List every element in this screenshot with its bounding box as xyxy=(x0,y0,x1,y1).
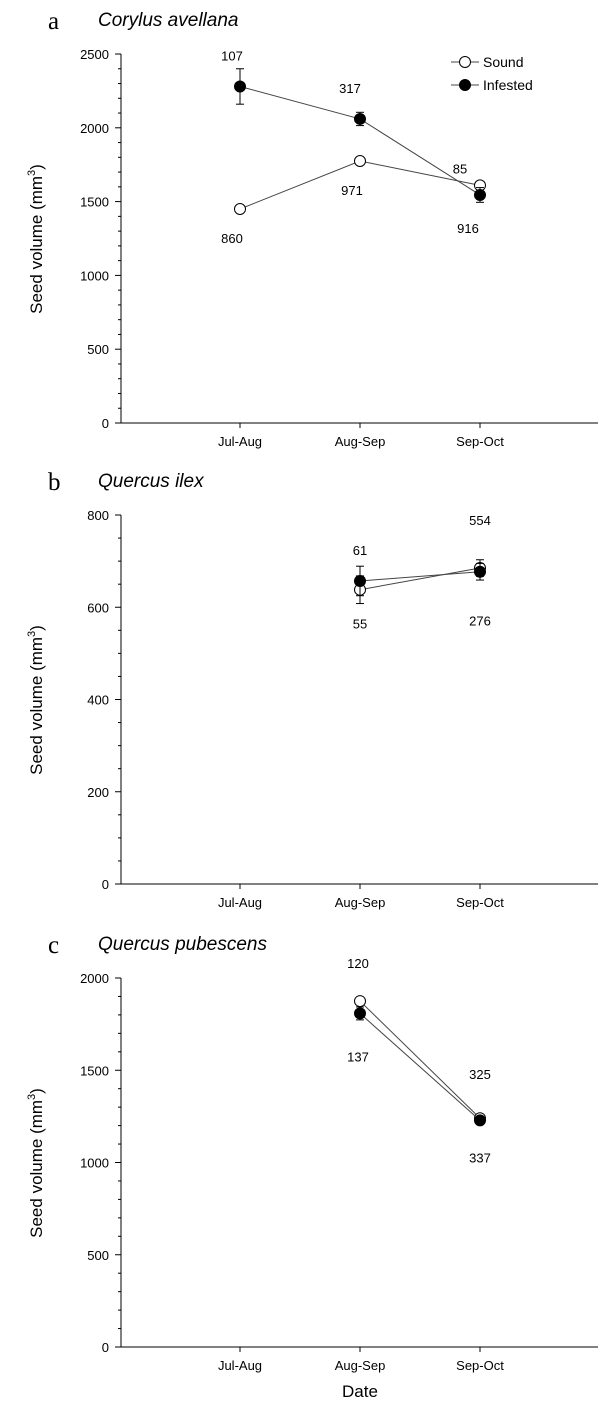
series-line-sound xyxy=(359,1000,481,1119)
data-point-sound xyxy=(354,155,366,168)
data-point-infested xyxy=(354,112,366,125)
sample-size-label: 971 xyxy=(341,183,363,198)
series-line-infested xyxy=(359,1013,481,1121)
panel-letter: c xyxy=(48,932,59,959)
x-tick-label: Sep-Oct xyxy=(456,895,504,910)
data-point-infested xyxy=(474,1114,486,1127)
data-point-sound xyxy=(354,995,366,1008)
data-point-infested xyxy=(474,565,486,578)
sample-size-label: 137 xyxy=(347,1049,369,1064)
x-tick-label: Jul-Aug xyxy=(218,895,262,910)
y-tick-label: 1500 xyxy=(80,195,109,210)
y-tick-label: 0 xyxy=(102,416,109,431)
legend-label-infested: Infested xyxy=(483,77,533,93)
y-tick-label: 2500 xyxy=(80,47,109,62)
series-line-infested xyxy=(359,571,481,582)
sample-size-label: 337 xyxy=(469,1150,491,1165)
panel-c: c Quercus pubescens 0 500 1000 1500 2000 Jul-Au… xyxy=(26,932,598,1401)
series-line-sound xyxy=(359,567,481,591)
panel-letter: a xyxy=(48,8,59,35)
sample-size-label: 85 xyxy=(453,161,467,176)
y-tick-label: 400 xyxy=(87,693,109,708)
panel-letter: b xyxy=(48,469,61,496)
y-tick-label: 1000 xyxy=(80,268,109,283)
legend: Sound Infested xyxy=(451,54,533,93)
y-tick-label: 500 xyxy=(87,342,109,357)
y-tick-label: 0 xyxy=(102,1340,109,1355)
panel-a: a Corylus avellana 0 500 1000 1500 2000 2500 Jul… xyxy=(26,8,598,449)
y-tick-label: 2000 xyxy=(80,121,109,136)
legend-marker-infested xyxy=(459,79,471,91)
y-tick-label: 1500 xyxy=(80,1063,109,1078)
x-tick-label: Aug-Sep xyxy=(335,895,386,910)
x-tick-label: Aug-Sep xyxy=(335,434,386,449)
x-tick-label: Jul-Aug xyxy=(218,1358,262,1373)
y-tick-label: 600 xyxy=(87,600,109,615)
sample-size-label: 325 xyxy=(469,1067,491,1082)
legend-marker-sound xyxy=(459,56,471,68)
x-tick-label: Jul-Aug xyxy=(218,434,262,449)
y-tick-label: 200 xyxy=(87,785,109,800)
data-point-infested xyxy=(234,80,246,93)
y-tick-label: 800 xyxy=(87,508,109,523)
data-point-sound xyxy=(234,202,246,215)
x-tick-label: Sep-Oct xyxy=(456,434,504,449)
y-tick-label: 500 xyxy=(87,1248,109,1263)
y-tick-label: 1000 xyxy=(80,1156,109,1171)
y-axis-label: Seed volume (mm3) xyxy=(26,1088,46,1238)
x-tick-label: Aug-Sep xyxy=(335,1358,386,1373)
y-axis-label: Seed volume (mm3) xyxy=(26,625,46,775)
data-point-infested xyxy=(474,188,486,201)
y-axis-label: Seed volume (mm3) xyxy=(26,164,46,314)
sample-size-label: 554 xyxy=(469,513,491,528)
legend-label-sound: Sound xyxy=(483,54,523,70)
sample-size-label: 55 xyxy=(353,617,367,632)
sample-size-label: 317 xyxy=(339,81,361,96)
series-line-infested xyxy=(239,85,481,196)
sample-size-label: 276 xyxy=(469,614,491,629)
panel-b: b Quercus ilex 0 200 400 600 800 Jul-Aug Aug-Sep… xyxy=(26,469,598,910)
y-tick-label: 2000 xyxy=(80,971,109,986)
sample-size-label: 107 xyxy=(221,48,243,63)
sample-size-label: 860 xyxy=(221,231,243,246)
sample-size-label: 120 xyxy=(347,956,369,971)
species-title: Quercus pubescens xyxy=(98,934,267,955)
sample-size-label: 916 xyxy=(457,221,479,236)
sample-size-label: 61 xyxy=(353,543,367,558)
species-title: Quercus ilex xyxy=(98,471,205,492)
species-title: Corylus avellana xyxy=(98,10,238,31)
data-point-infested xyxy=(354,574,366,587)
y-tick-label: 0 xyxy=(102,877,109,892)
x-tick-label: Sep-Oct xyxy=(456,1358,504,1373)
x-axis-label: Date xyxy=(342,1382,378,1401)
data-point-infested xyxy=(354,1007,366,1020)
